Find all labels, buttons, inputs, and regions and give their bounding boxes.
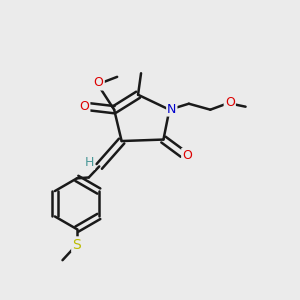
Text: O: O (225, 96, 235, 109)
Text: O: O (182, 149, 192, 162)
Text: O: O (80, 100, 89, 113)
Text: S: S (73, 238, 81, 252)
Text: O: O (94, 76, 103, 89)
Text: S: S (73, 238, 81, 252)
Text: N: N (167, 103, 176, 116)
Text: H: H (85, 156, 94, 169)
Text: O: O (225, 96, 235, 109)
Text: O: O (94, 76, 103, 89)
Text: H: H (85, 156, 94, 169)
Text: O: O (80, 100, 89, 113)
Text: O: O (182, 149, 192, 162)
